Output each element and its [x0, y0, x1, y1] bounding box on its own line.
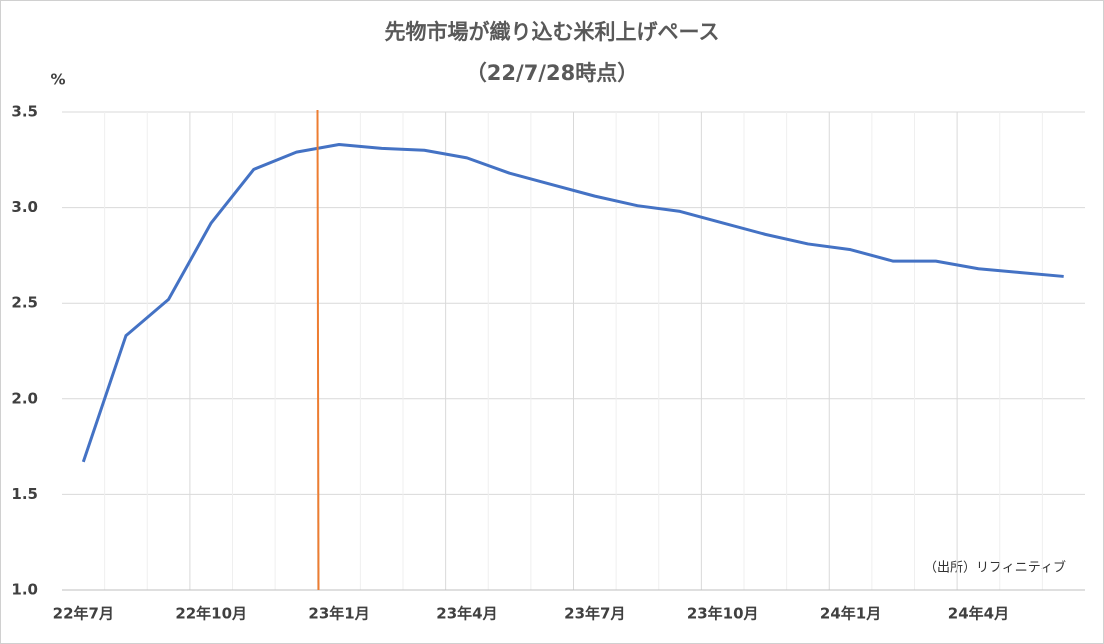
y-tick-label: 3.0 [11, 198, 38, 216]
y-tick-label: 1.5 [11, 485, 38, 503]
source-note: （出所）リフィニティブ [924, 560, 1066, 576]
y-tick-label: 3.5 [11, 103, 38, 121]
marker-line [316, 109, 320, 591]
x-tick-label: 23年10月 [687, 605, 759, 623]
x-tick-label: 24年1月 [820, 605, 881, 623]
y-tick-label: 2.5 [11, 294, 38, 312]
x-tick-label: 22年7月 [53, 605, 114, 623]
y-tick-label: 2.0 [11, 389, 38, 407]
chart-subtitle: （22/7/28時点） [466, 61, 638, 85]
y-unit: % [50, 71, 65, 89]
grid: 1.0 1.5 2.0 2.5 3.0 3.5 22年7月 22年10月 23年1月 23年4月 2… [11, 103, 1085, 623]
plot [81, 143, 1064, 463]
line-series [81, 143, 1064, 463]
x-tick-label: 22年10月 [175, 605, 247, 623]
y-tick-label: 1.0 [11, 581, 38, 599]
x-tick-label: 23年1月 [308, 605, 369, 623]
x-tick-label: 24年4月 [948, 605, 1009, 623]
chart-title: 先物市場が織り込む米利上げペース [385, 20, 720, 44]
x-tick-label: 23年7月 [564, 605, 625, 623]
x-tick-label: 23年4月 [436, 605, 497, 623]
